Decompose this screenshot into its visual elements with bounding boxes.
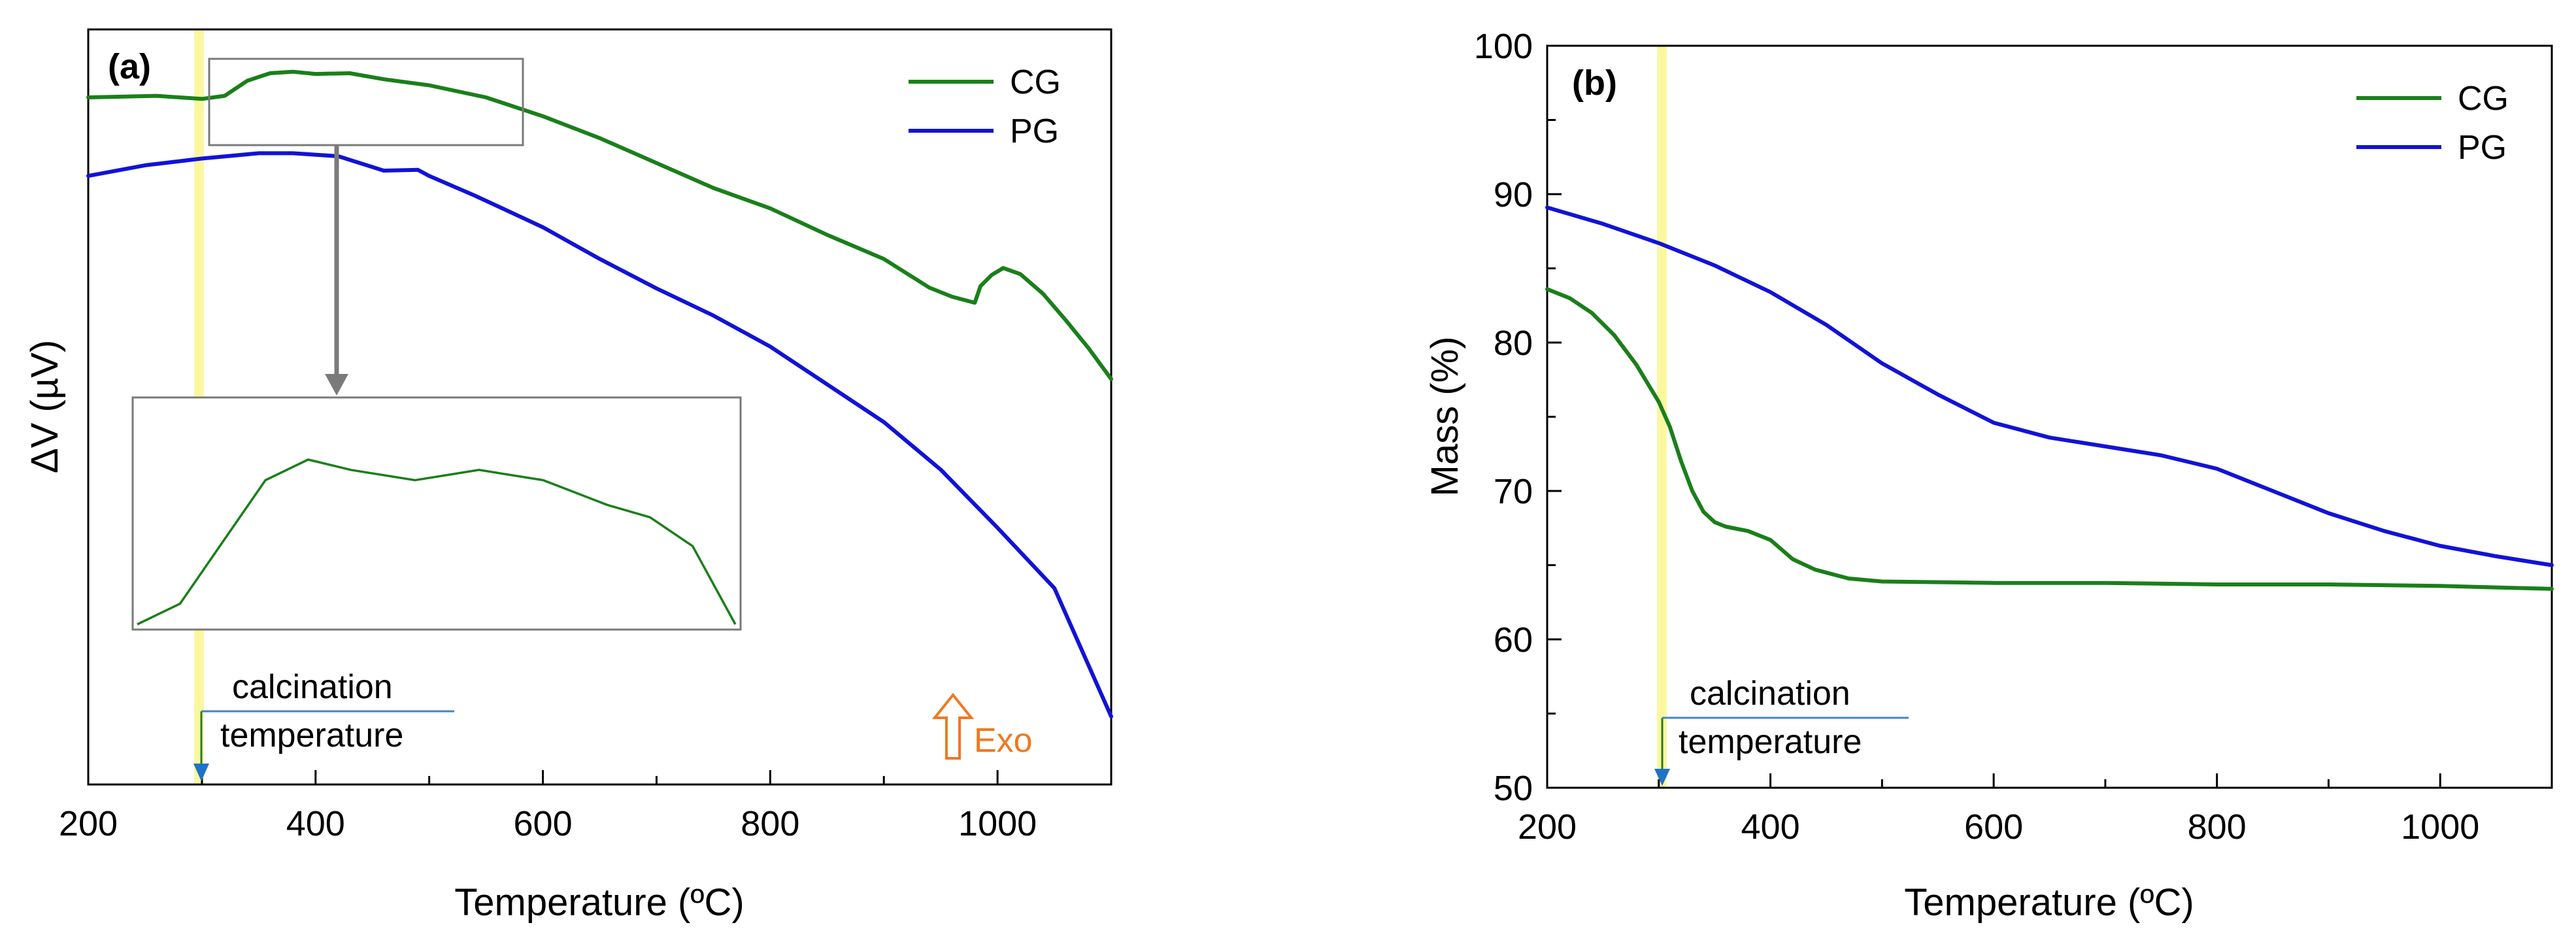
panel-a-exo-arrow-icon: [931, 692, 975, 760]
b-series-pg-line: [1545, 205, 2554, 567]
panel-a-inset-cg-line: [137, 458, 737, 626]
a-series-cg-line: [86, 69, 1113, 381]
b-series-cg-line: [1545, 287, 2554, 591]
a-x-tick-label-200: 200: [59, 804, 118, 843]
panel-a-series: [86, 69, 1113, 718]
panel-b-x-ticks: [1546, 773, 2553, 788]
b-y-tick-label-90: 90: [1494, 175, 1533, 214]
panel-a-calcination-label-line1: calcination: [232, 668, 393, 706]
a-x-tick-label-400: 400: [286, 804, 345, 843]
panel-b-legend: CG PG: [2356, 80, 2509, 167]
b-y-tick-label-60: 60: [1494, 620, 1533, 660]
panel-b-y-axis-title: Mass (%): [1424, 337, 1466, 497]
panel-b-series: [1545, 205, 2554, 591]
b-x-tick-label-600: 600: [1964, 807, 2023, 847]
panel-b-y-tick-labels: 50 60 70 80 90 100: [1474, 27, 1533, 808]
panel-a-label: (a): [108, 47, 151, 86]
a-x-tick-label-600: 600: [514, 804, 573, 843]
a-x-tick-label-1000: 1000: [958, 804, 1037, 843]
panel-b-legend-label-cg: CG: [2458, 80, 2509, 118]
panel-a-frame: [87, 28, 1112, 786]
panel-b-calcination-label-line2: temperature: [1679, 723, 1862, 761]
panel-a-legend-label-pg: PG: [1010, 112, 1059, 150]
b-x-tick-label-400: 400: [1741, 807, 1800, 847]
panel-b: 200 400 600 800 1000 50 60 70 80 90 100 (b) CG PG…: [1424, 27, 2554, 924]
b-x-tick-label-200: 200: [1518, 807, 1577, 847]
panel-a-x-axis-title: Temperature (ºC): [454, 881, 744, 924]
panel-b-label: (b): [1572, 63, 1617, 103]
panel-a-x-ticks: [87, 770, 1112, 784]
b-y-tick-label-50: 50: [1494, 769, 1533, 808]
a-x-tick-label-800: 800: [741, 804, 799, 843]
panel-b-calcination-label-line1: calcination: [1690, 675, 1850, 713]
panel-a-x-tick-labels: 200 400 600 800 1000: [59, 804, 1037, 843]
panel-a-zoom-box: [208, 58, 524, 146]
b-y-tick-label-100: 100: [1474, 27, 1533, 66]
b-y-tick-label-70: 70: [1494, 472, 1533, 511]
b-x-tick-label-1000: 1000: [2401, 807, 2479, 847]
panel-b-x-axis-title: Temperature (ºC): [1904, 881, 2194, 924]
panel-a: 200 400 600 800 1000 (a) CG PG calcination t…: [24, 28, 1113, 924]
b-y-tick-label-80: 80: [1494, 324, 1533, 363]
panel-b-x-tick-labels: 200 400 600 800 1000: [1518, 807, 2479, 847]
panel-a-exo-label: Exo: [974, 722, 1033, 760]
panel-a-calcination-label-line2: temperature: [220, 716, 403, 754]
panel-b-calcination-band: [1657, 46, 1667, 788]
panel-a-calcination-arrowhead: [193, 764, 209, 781]
panel-b-y-ticks: [1547, 44, 1562, 789]
panel-a-y-axis-title: ΔV (µV): [24, 340, 66, 473]
panel-a-legend-label-cg: CG: [1010, 63, 1061, 101]
panel-a-inset-frame: [131, 396, 742, 631]
b-x-tick-label-800: 800: [2188, 807, 2247, 847]
a-series-pg-line: [86, 151, 1113, 718]
panel-a-zoom-arrowhead: [325, 374, 348, 396]
panel-b-legend-label-pg: PG: [2458, 129, 2507, 167]
panel-b-calcination-arrowhead: [1654, 769, 1670, 786]
panel-a-legend: CG PG: [909, 63, 1061, 150]
